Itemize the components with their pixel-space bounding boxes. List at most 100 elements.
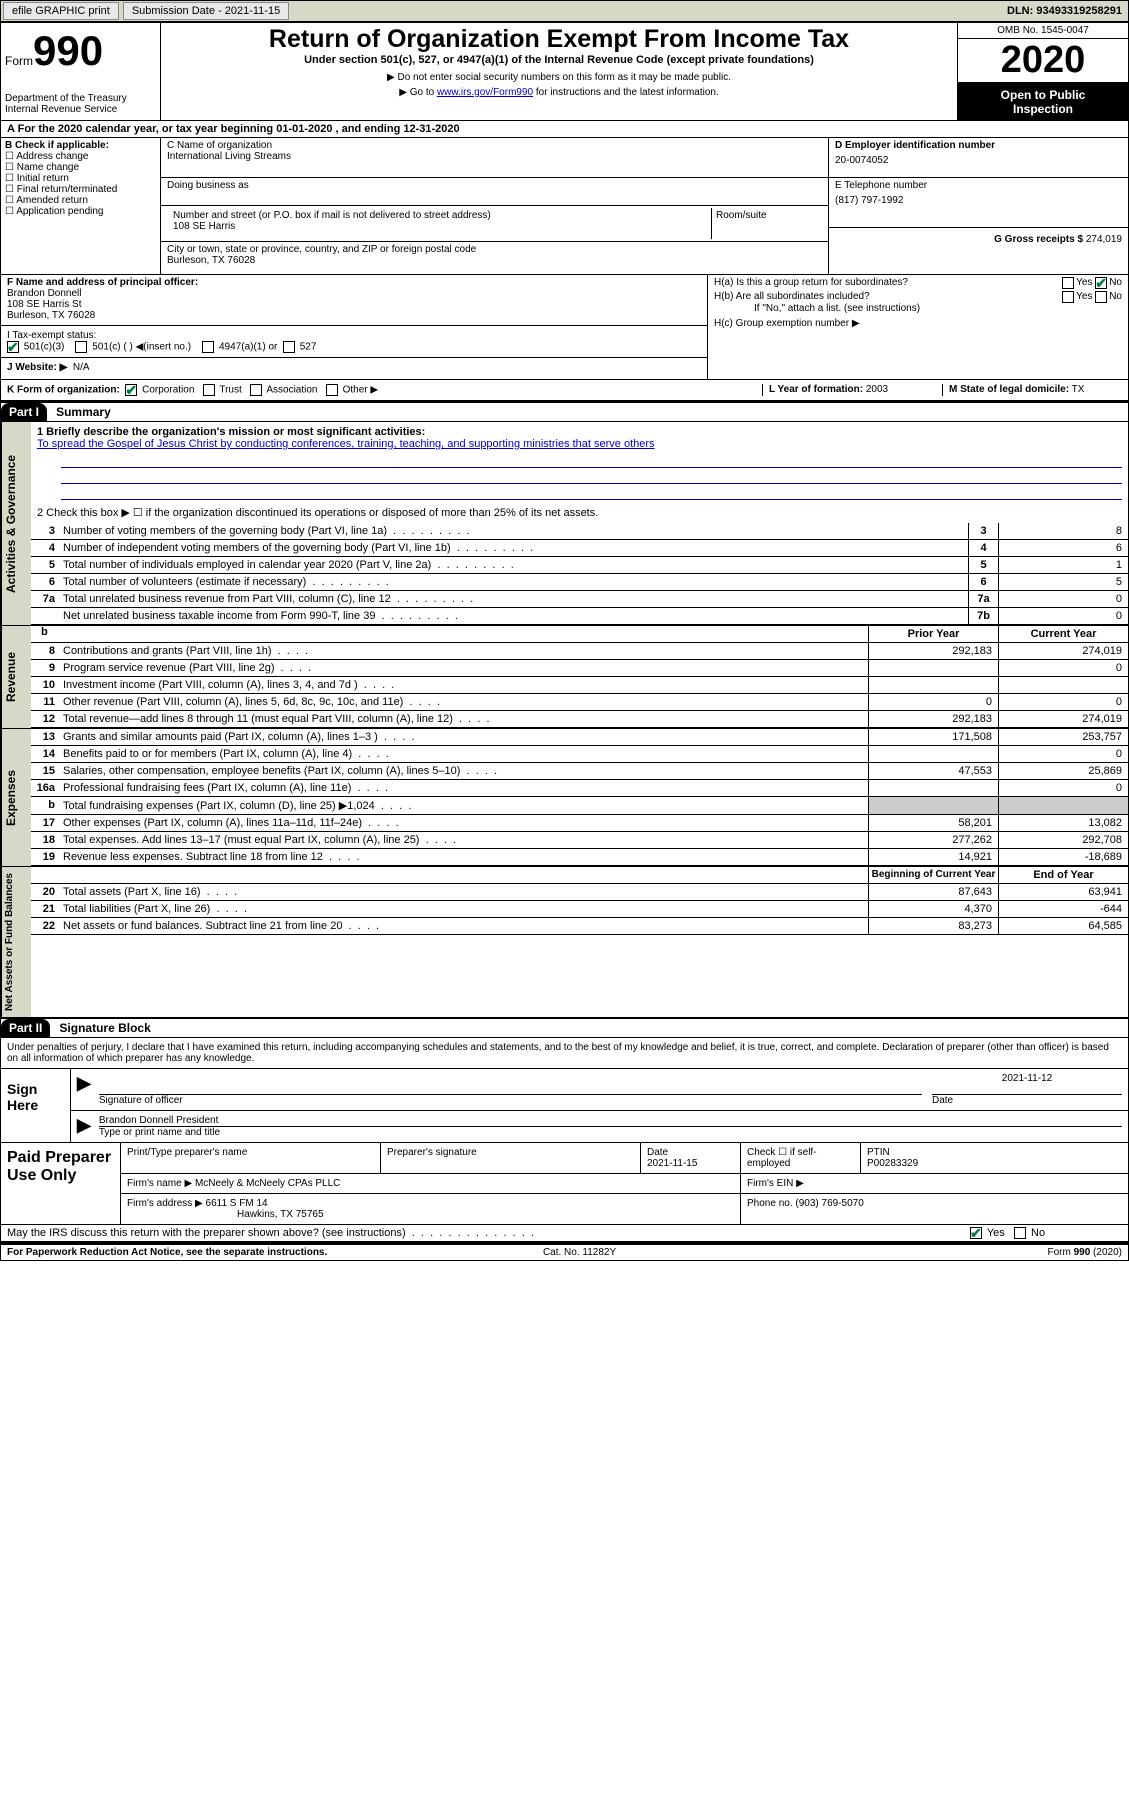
line-desc: Contributions and grants (Part VIII, lin… [59, 643, 868, 659]
ha-no-lbl: No [1109, 277, 1122, 289]
check-corp[interactable] [125, 384, 137, 396]
check-assoc[interactable] [250, 384, 262, 396]
line-num: 6 [31, 574, 59, 590]
arrow-icon: ▶ [77, 1115, 99, 1138]
self-employed-check[interactable]: Check ☐ if self-employed [741, 1143, 861, 1173]
opt-527: 527 [300, 342, 317, 353]
dept-treasury: Department of the Treasury Internal Reve… [5, 93, 156, 115]
table-row: 13 Grants and similar amounts paid (Part… [31, 729, 1128, 746]
table-row: 11 Other revenue (Part VIII, column (A),… [31, 694, 1128, 711]
line-value: 0 [998, 591, 1128, 607]
part2-title: Signature Block [53, 1021, 150, 1035]
check-trust[interactable] [203, 384, 215, 396]
prior-value [868, 677, 998, 693]
box-f: F Name and address of principal officer:… [1, 275, 708, 379]
form990-link[interactable]: www.irs.gov/Form990 [437, 87, 533, 98]
domicile-label: M State of legal domicile: [949, 384, 1069, 395]
table-row: 19 Revenue less expenses. Subtract line … [31, 849, 1128, 866]
mission-label: 1 Briefly describe the organization's mi… [37, 426, 425, 438]
sign-here-block: Sign Here ▶ Signature of officer 2021-11… [1, 1069, 1128, 1142]
org-name: International Living Streams [167, 151, 822, 162]
open-public: Open to Public Inspection [958, 84, 1128, 120]
firm-addr1: 6611 S FM 14 [206, 1198, 268, 1209]
box-deg: D Employer identification number 20-0074… [828, 138, 1128, 274]
box-b: B Check if applicable: ☐ Address change … [1, 138, 161, 274]
prior-value: 277,262 [868, 832, 998, 848]
check-527[interactable] [283, 341, 295, 353]
mission-text: To spread the Gospel of Jesus Christ by … [37, 438, 655, 450]
prior-value: 87,643 [868, 884, 998, 900]
line-desc: Net unrelated business taxable income fr… [59, 608, 968, 624]
sig-officer-row: ▶ Signature of officer 2021-11-12 Date [71, 1069, 1128, 1111]
check-initial-return[interactable]: ☐ Initial return [5, 173, 156, 184]
discuss-label: May the IRS discuss this return with the… [7, 1227, 406, 1239]
current-value: -18,689 [998, 849, 1128, 865]
prior-value: 47,553 [868, 763, 998, 779]
dba-label: Doing business as [167, 180, 822, 191]
line-value: 1 [998, 557, 1128, 573]
addr-label: Number and street (or P.O. box if mail i… [173, 210, 705, 221]
submission-button[interactable]: Submission Date - 2021-11-15 [123, 2, 289, 20]
line-desc: Benefits paid to or for members (Part IX… [59, 746, 868, 762]
line-value: 5 [998, 574, 1128, 590]
street-address: 108 SE Harris [173, 221, 705, 232]
line-num: 16a [31, 780, 59, 796]
hb-yes[interactable] [1062, 291, 1074, 303]
form-word: Form [5, 54, 33, 68]
paid-row-1: Print/Type preparer's name Preparer's si… [121, 1143, 1128, 1174]
footer-right: Form 990 (2020) [1047, 1247, 1121, 1258]
line-num: b [31, 797, 59, 814]
firm-phone: (903) 769-5070 [795, 1198, 863, 1209]
col-prior: Prior Year [868, 626, 998, 642]
efile-button[interactable]: efile GRAPHIC print [3, 2, 119, 20]
line-desc: Total fundraising expenses (Part IX, col… [59, 797, 868, 814]
box-c: C Name of organization International Liv… [161, 138, 828, 274]
line-num: 12 [31, 711, 59, 727]
col-end: End of Year [998, 867, 1128, 883]
check-other[interactable] [326, 384, 338, 396]
tax-period: A For the 2020 calendar year, or tax yea… [1, 120, 1128, 138]
room-label: Room/suite [712, 208, 822, 239]
current-value: 13,082 [998, 815, 1128, 831]
check-amended[interactable]: ☐ Amended return [5, 195, 156, 206]
officer-addr2: Burleson, TX 76028 [7, 310, 701, 321]
line-box: 7a [968, 591, 998, 607]
check-501c3[interactable] [7, 341, 19, 353]
check-final-return[interactable]: ☐ Final return/terminated [5, 184, 156, 195]
sig-type-label: Type or print name and title [99, 1127, 1122, 1138]
line-num: 11 [31, 694, 59, 710]
discuss-yes[interactable] [970, 1227, 982, 1239]
table-row: 9 Program service revenue (Part VIII, li… [31, 660, 1128, 677]
current-value [998, 797, 1128, 814]
header-right: OMB No. 1545-0047 2020 Open to Public In… [958, 23, 1128, 120]
current-value: 25,869 [998, 763, 1128, 779]
check-app-pending[interactable]: ☐ Application pending [5, 206, 156, 217]
hc-label: H(c) Group exemption number ▶ [714, 318, 1122, 329]
paid-row-2: Firm's name ▶ McNeely & McNeely CPAs PLL… [121, 1174, 1128, 1194]
check-address-change[interactable]: ☐ Address change [5, 151, 156, 162]
form-title: Return of Organization Exempt From Incom… [169, 25, 949, 54]
current-value: 292,708 [998, 832, 1128, 848]
line-value: 8 [998, 523, 1128, 539]
discuss-no[interactable] [1014, 1227, 1026, 1239]
top-bar: efile GRAPHIC print Submission Date - 20… [0, 0, 1129, 22]
line-num: 20 [31, 884, 59, 900]
table-row: 10 Investment income (Part VIII, column … [31, 677, 1128, 694]
ha-no[interactable] [1095, 277, 1107, 289]
check-4947[interactable] [202, 341, 214, 353]
col-current: Current Year [998, 626, 1128, 642]
hb-no[interactable] [1095, 291, 1107, 303]
check-name-change[interactable]: ☐ Name change [5, 162, 156, 173]
firm-name: McNeely & McNeely CPAs PLLC [195, 1178, 340, 1189]
ha-yes[interactable] [1062, 277, 1074, 289]
form-num: 990 [33, 27, 103, 74]
line-desc: Grants and similar amounts paid (Part IX… [59, 729, 868, 745]
website-value: N/A [73, 362, 90, 373]
current-value: 0 [998, 746, 1128, 762]
current-value: 274,019 [998, 643, 1128, 659]
info-block: B Check if applicable: ☐ Address change … [1, 138, 1128, 275]
domicile-value: TX [1072, 384, 1085, 395]
check-501c[interactable] [75, 341, 87, 353]
footer-cat: Cat. No. 11282Y [543, 1247, 616, 1258]
section-netassets: Net Assets or Fund Balances Beginning of… [1, 866, 1128, 1017]
